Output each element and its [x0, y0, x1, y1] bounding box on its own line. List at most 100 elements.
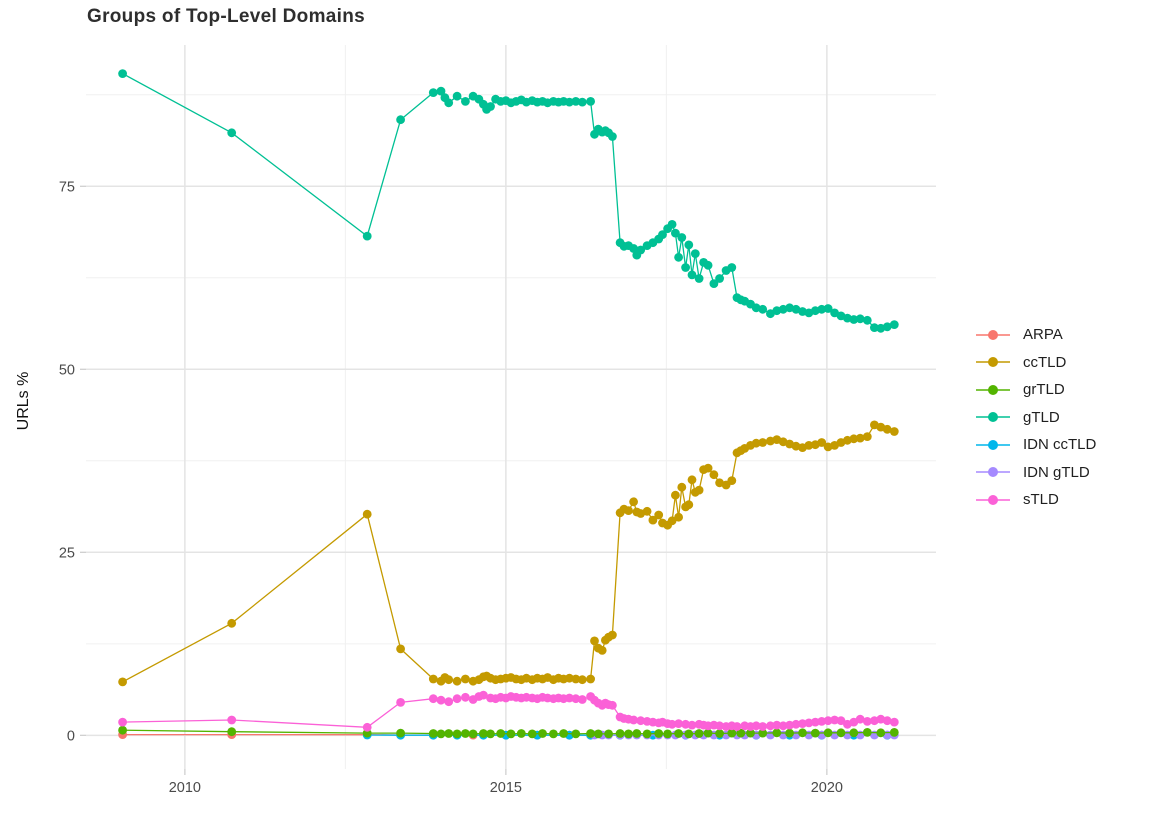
data-point [468, 729, 478, 739]
data-point [772, 720, 782, 730]
data-point [715, 729, 724, 738]
data-point [527, 729, 537, 739]
data-point [758, 304, 768, 314]
legend-item-arpa: ARPA [975, 321, 1096, 349]
legend-label: sTLD [1023, 491, 1059, 509]
data-point [444, 697, 454, 707]
data-point [632, 729, 642, 738]
data-point [758, 728, 768, 738]
data-point [694, 274, 704, 283]
data-point [855, 433, 865, 443]
gridlines-minor [86, 45, 936, 769]
legend-label: ARPA [1023, 326, 1063, 344]
y-tick-label: 50 [59, 362, 75, 378]
data-point [849, 434, 859, 444]
data-point [667, 516, 677, 526]
data-point [817, 304, 827, 314]
data-point [855, 314, 865, 324]
data-point [436, 695, 446, 705]
data-point [604, 729, 613, 739]
data-point [486, 102, 495, 111]
data-point [654, 729, 664, 738]
data-point [615, 729, 625, 738]
data-point [461, 692, 470, 702]
data-point [671, 490, 680, 500]
data-point [452, 676, 462, 686]
data-point [571, 97, 581, 106]
data-point [703, 260, 713, 270]
data-point [549, 729, 558, 739]
data-point [608, 132, 617, 141]
data-point [862, 717, 872, 726]
data-point [506, 729, 516, 739]
data-point [687, 475, 697, 485]
data-point [889, 717, 899, 727]
data-point [461, 97, 470, 106]
y-tick-label: 75 [59, 179, 75, 195]
data-point [882, 424, 892, 434]
data-point [452, 729, 462, 739]
data-point [629, 244, 638, 253]
data-point [791, 719, 801, 729]
data-point [577, 675, 587, 685]
data-point [674, 729, 683, 738]
data-point [642, 506, 652, 516]
legend-item-cctld: ccTLD [975, 349, 1096, 377]
data-point [577, 695, 587, 704]
data-point [597, 646, 607, 655]
data-point [118, 725, 127, 735]
data-point [571, 694, 581, 704]
data-point [746, 728, 755, 738]
data-point [496, 729, 506, 738]
data-point [778, 721, 788, 731]
data-point [428, 694, 438, 704]
data-point [798, 728, 807, 738]
data-point [703, 463, 713, 473]
data-point [636, 245, 646, 255]
legend-item-idn-cctld: IDN ccTLD [975, 431, 1096, 459]
data-point [727, 476, 737, 485]
data-point [444, 675, 454, 685]
data-point [479, 690, 488, 700]
data-point [461, 674, 470, 684]
legend-item-idn-gtld: IDN gTLD [975, 459, 1096, 487]
data-point [565, 97, 574, 107]
series-cctld [118, 420, 899, 687]
data-point [709, 279, 719, 288]
y-tick-label: 25 [59, 545, 75, 561]
x-tick-label: 2015 [490, 780, 522, 796]
data-point [396, 698, 405, 707]
data-point [736, 728, 746, 738]
data-point [658, 230, 667, 240]
data-point [538, 729, 547, 738]
legend-key-icon [976, 412, 1010, 423]
data-point [362, 231, 372, 241]
data-point [590, 636, 599, 646]
data-point [758, 722, 768, 731]
data-point [118, 717, 127, 727]
data-point [830, 715, 839, 725]
legend-key-icon [976, 494, 1010, 505]
data-point [428, 729, 438, 738]
series-grtld [118, 725, 899, 739]
data-point [823, 304, 833, 313]
gridlines-major [86, 45, 936, 769]
x-tick-label: 2010 [169, 780, 201, 796]
data-point [452, 91, 462, 101]
legend-item-grtld: grTLD [975, 376, 1096, 404]
legend-item-gtld: gTLD [975, 404, 1096, 432]
data-point [436, 86, 446, 96]
data-point [687, 720, 697, 730]
data-point [804, 718, 814, 728]
data-point [684, 729, 694, 739]
data-point [571, 729, 581, 739]
x-tick-label: 2020 [811, 780, 843, 796]
y-axis-title: URLs % [15, 371, 32, 431]
data-point [836, 728, 846, 738]
data-point [677, 482, 687, 492]
data-point [428, 674, 438, 684]
data-point [396, 644, 405, 654]
data-point [586, 674, 595, 684]
data-point [586, 97, 595, 106]
